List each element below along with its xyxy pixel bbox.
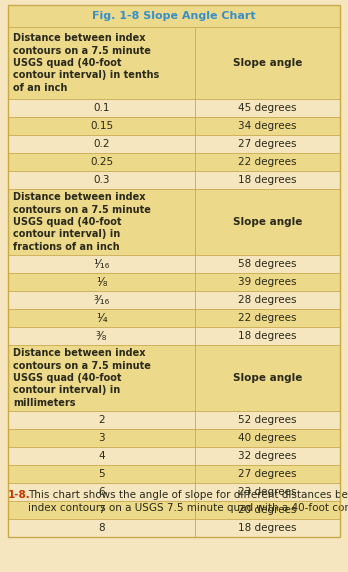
Bar [195,519,340,537]
Bar [8,273,195,291]
Bar [195,327,340,345]
Bar [8,153,195,171]
Text: Slope angle: Slope angle [233,217,302,227]
Bar [8,447,195,465]
Bar [195,501,340,519]
Bar [195,345,340,411]
Bar [8,291,195,309]
Bar [8,5,340,27]
Text: 0.15: 0.15 [90,121,113,131]
Text: ¹⁄₈: ¹⁄₈ [96,276,107,288]
Text: 0.3: 0.3 [93,175,110,185]
Bar [195,27,340,99]
Text: 27 degrees: 27 degrees [238,139,297,149]
Bar [8,345,195,411]
Text: 1-8.: 1-8. [8,490,31,500]
Bar [195,465,340,483]
Bar [8,327,195,345]
Text: Distance between index
contours on a 7.5 minute
USGS quad (40-foot
contour inter: Distance between index contours on a 7.5… [13,33,159,93]
Bar [195,309,340,327]
Text: 3: 3 [98,433,105,443]
Text: ¹⁄₄: ¹⁄₄ [96,312,107,324]
Bar [8,429,195,447]
Text: Distance between index
contours on a 7.5 minute
USGS quad (40-foot
contour inter: Distance between index contours on a 7.5… [13,348,151,408]
Bar [195,99,340,117]
Bar [195,255,340,273]
Text: 22 degrees: 22 degrees [238,313,297,323]
Bar [195,447,340,465]
Bar [8,483,195,501]
Text: 18 degrees: 18 degrees [238,175,297,185]
Text: 58 degrees: 58 degrees [238,259,297,269]
Bar [195,189,340,255]
Bar [8,411,195,429]
Bar [8,135,195,153]
Text: 0.25: 0.25 [90,157,113,167]
Text: ¹⁄₁₆: ¹⁄₁₆ [93,257,110,271]
Text: 8: 8 [98,523,105,533]
Bar [8,189,195,255]
Bar [195,483,340,501]
Bar [195,291,340,309]
Bar [195,171,340,189]
Text: 20 degrees: 20 degrees [238,505,297,515]
Text: Slope angle: Slope angle [233,58,302,68]
Bar [8,465,195,483]
Text: 6: 6 [98,487,105,497]
Text: 5: 5 [98,469,105,479]
Text: 23 degrees: 23 degrees [238,487,297,497]
Bar [195,429,340,447]
Text: ³⁄₁₆: ³⁄₁₆ [93,293,110,307]
Bar [8,519,195,537]
Text: Slope angle: Slope angle [233,373,302,383]
Text: 27 degrees: 27 degrees [238,469,297,479]
Text: ³⁄₈: ³⁄₈ [96,329,107,343]
Text: 4: 4 [98,451,105,461]
Bar [8,501,195,519]
Text: 7: 7 [98,505,105,515]
Text: 0.2: 0.2 [93,139,110,149]
Text: Distance between index
contours on a 7.5 minute
USGS quad (40-foot
contour inter: Distance between index contours on a 7.5… [13,192,151,252]
Bar [195,411,340,429]
Text: 45 degrees: 45 degrees [238,103,297,113]
Bar [8,117,195,135]
Bar [8,171,195,189]
Text: This chart shows the angle of slope for different distances between
index contou: This chart shows the angle of slope for … [28,490,348,513]
Text: 2: 2 [98,415,105,425]
Bar [8,309,195,327]
Text: 52 degrees: 52 degrees [238,415,297,425]
Text: 18 degrees: 18 degrees [238,523,297,533]
Text: 28 degrees: 28 degrees [238,295,297,305]
Text: 39 degrees: 39 degrees [238,277,297,287]
Bar [195,273,340,291]
Bar [8,99,195,117]
Text: 18 degrees: 18 degrees [238,331,297,341]
Text: Fig. 1-8 Slope Angle Chart: Fig. 1-8 Slope Angle Chart [92,11,256,21]
Text: 0.1: 0.1 [93,103,110,113]
Bar [8,27,195,99]
Text: 22 degrees: 22 degrees [238,157,297,167]
Bar [195,135,340,153]
Bar [195,117,340,135]
Text: 32 degrees: 32 degrees [238,451,297,461]
Text: 34 degrees: 34 degrees [238,121,297,131]
Bar [195,153,340,171]
Text: 40 degrees: 40 degrees [238,433,297,443]
Bar [8,255,195,273]
